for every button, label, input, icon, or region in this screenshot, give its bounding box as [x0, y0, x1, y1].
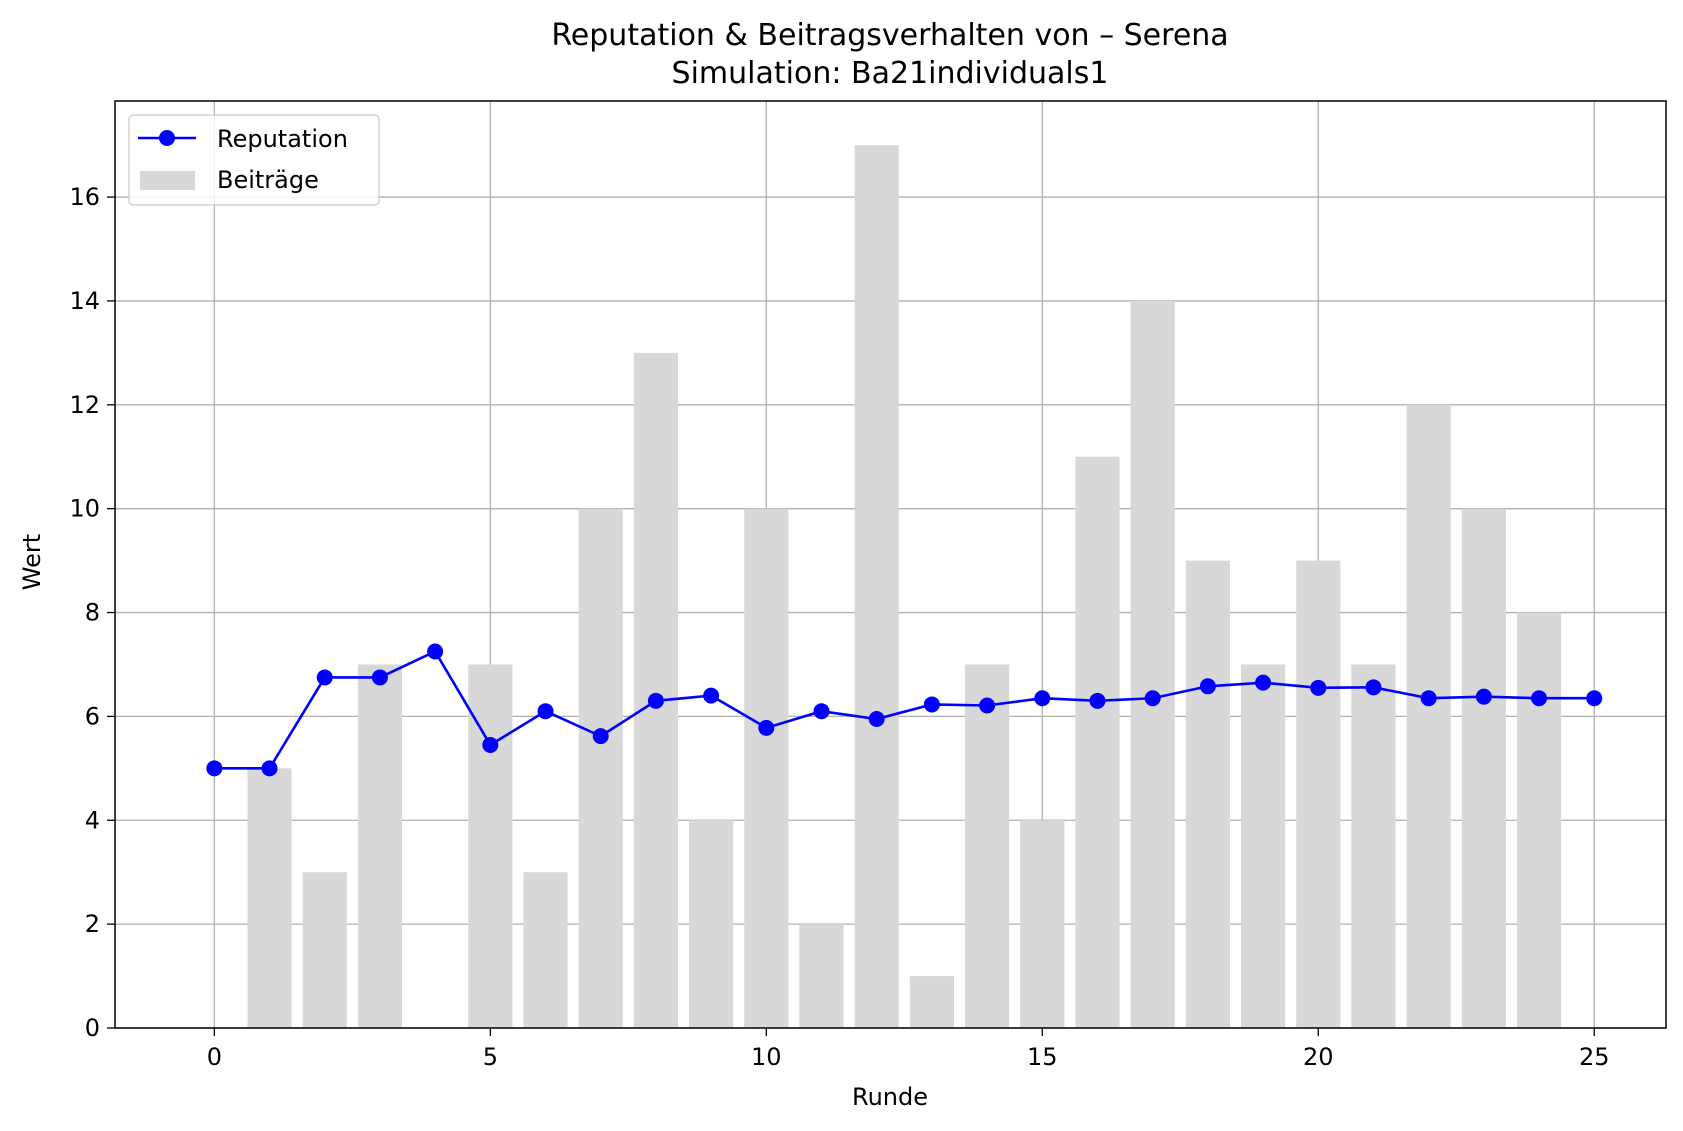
data-point [1475, 688, 1492, 705]
x-tick-label: 5 [483, 1043, 498, 1071]
legend-reputation-marker [159, 130, 175, 146]
legend: Reputation Beiträge [128, 114, 380, 206]
bar [744, 508, 789, 1029]
data-point [1034, 690, 1051, 707]
data-point [1255, 674, 1272, 691]
data-point [1420, 690, 1437, 707]
bar [1185, 560, 1230, 1028]
data-point [1310, 679, 1327, 696]
data-point [427, 643, 444, 660]
y-tick-label: 4 [85, 806, 100, 834]
data-point [206, 760, 223, 777]
bar [909, 976, 954, 1028]
bar [523, 872, 568, 1028]
point-series-reputation [206, 643, 1603, 777]
data-point [979, 697, 996, 714]
data-point [923, 696, 940, 713]
data-point [1144, 690, 1161, 707]
y-tick-label: 14 [69, 287, 100, 315]
bar [633, 352, 678, 1028]
bar [854, 145, 899, 1029]
bar [1296, 560, 1341, 1028]
axes-frame [114, 100, 1667, 1029]
y-tick-label: 2 [85, 910, 100, 938]
bar [689, 820, 734, 1028]
data-point [1089, 692, 1106, 709]
data-point [537, 703, 554, 720]
bar [468, 664, 513, 1028]
data-point [813, 703, 830, 720]
bar [1461, 508, 1506, 1029]
data-point [482, 736, 499, 753]
y-tick-label: 16 [69, 183, 100, 211]
bar [965, 664, 1010, 1028]
y-tick-label: 10 [69, 495, 100, 523]
plot-area [114, 100, 1667, 1029]
bar [578, 508, 623, 1029]
x-tick-label: 10 [751, 1043, 782, 1071]
data-point [371, 669, 388, 686]
legend-reputation-label: Reputation [217, 125, 348, 153]
chart-title: Reputation & Beitragsverhalten von – Ser… [551, 18, 1228, 53]
legend-beitraege-swatch [140, 171, 195, 190]
x-tick-label: 15 [1027, 1043, 1058, 1071]
x-axis: 0 5 10 15 20 25 [207, 1028, 1610, 1071]
line-series-reputation [214, 649, 1595, 770]
data-point [316, 669, 333, 686]
data-point [703, 687, 720, 704]
bar [302, 872, 347, 1028]
data-point [758, 719, 775, 736]
bar [357, 664, 403, 1028]
data-point [647, 692, 664, 709]
bar [1020, 820, 1065, 1028]
data-point [1531, 690, 1548, 707]
bar [1075, 456, 1120, 1028]
bar [1240, 664, 1286, 1028]
data-point [1199, 678, 1216, 695]
y-tick-label: 12 [69, 391, 100, 419]
bar [247, 768, 292, 1028]
x-tick-label: 25 [1579, 1043, 1610, 1071]
data-point [1365, 679, 1382, 696]
x-axis-label: Runde [852, 1083, 928, 1111]
data-point [592, 728, 609, 745]
bar [799, 924, 844, 1028]
data-point [261, 760, 278, 777]
y-tick-label: 0 [85, 1014, 100, 1042]
data-point [1586, 690, 1603, 707]
chart-subtitle: Simulation: Ba21individuals1 [672, 56, 1109, 91]
y-axis-label: Wert [18, 534, 46, 590]
legend-beitraege-label: Beiträge [217, 166, 319, 194]
bar [1351, 664, 1396, 1028]
y-tick-label: 6 [85, 702, 100, 730]
bar [1516, 612, 1562, 1028]
bar-series-beitraege [247, 145, 1562, 1029]
y-tick-label: 8 [85, 599, 100, 627]
y-axis: 0 2 4 6 8 10 12 14 16 [69, 183, 115, 1042]
x-tick-label: 20 [1303, 1043, 1334, 1071]
data-point [868, 711, 885, 727]
bar [1130, 300, 1175, 1028]
x-tick-label: 0 [207, 1043, 222, 1071]
bar [1406, 404, 1451, 1028]
